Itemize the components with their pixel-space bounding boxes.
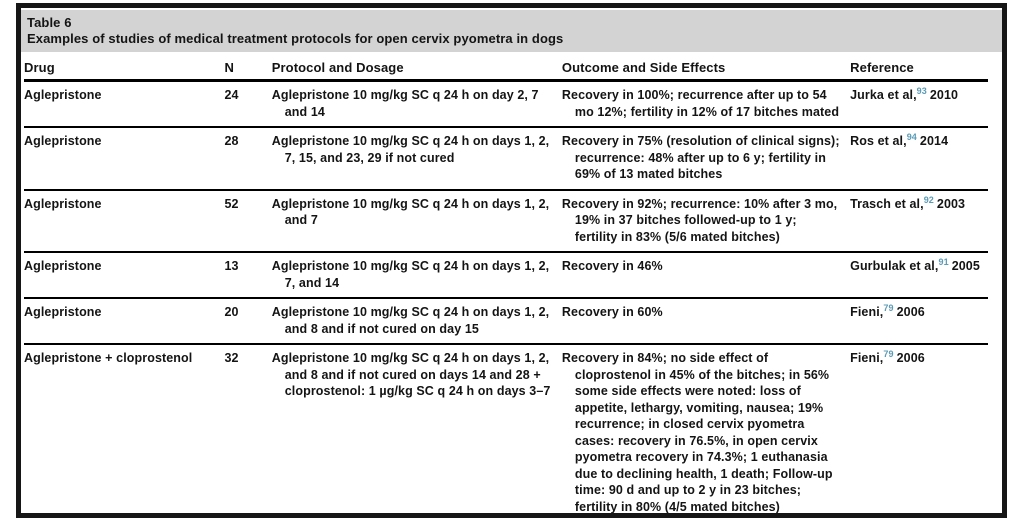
protocol-text: Aglepristone 10 mg/kg SC q 24 h on days … [271,196,550,228]
table-row: Aglepristone 13 Aglepristone 10 mg/kg SC… [24,252,988,299]
column-header-reference: Reference [850,53,988,82]
reference-authors: Ros et al, [850,134,907,148]
reference-year: 2014 [919,134,949,148]
table-row: Aglepristone 20 Aglepristone 10 mg/kg SC… [24,298,988,345]
cell-protocol: Aglepristone 10 mg/kg SC q 24 h on days … [271,252,562,299]
table-figure-frame: Table 6 Examples of studies of medical t… [16,3,1007,518]
table-wrap: Drug N Protocol and Dosage Outcome and S… [21,52,1002,513]
cell-outcome: Recovery in 75% (resolution of clinical … [561,127,851,191]
reference-authors: Trasch et al, [850,196,924,211]
outcome-text: Recovery in 92%; recurrence: 10% after 3… [561,196,838,244]
cell-reference: Ros et al,94 2014 [850,127,988,191]
column-header-protocol: Protocol and Dosage [271,53,562,82]
cell-protocol: Aglepristone 10 mg/kg SC q 24 h on days … [271,298,562,345]
cell-reference: Gurbulak et al,91 2005 [850,252,988,299]
cell-outcome: Recovery in 92%; recurrence: 10% after 3… [561,189,851,253]
column-header-outcome: Outcome and Side Effects [561,53,851,82]
cell-protocol: Aglepristone 10 mg/kg SC q 24 h on day 2… [271,80,562,128]
cell-outcome: Recovery in 46% [561,252,851,299]
cell-drug: Aglepristone [24,189,225,253]
cell-drug: Aglepristone [24,298,225,345]
cell-outcome: Recovery in 60% [561,298,851,345]
reference-authors: Gurbulak et al, [850,259,939,273]
reference-year: 2010 [929,88,959,102]
reference-year: 2005 [951,259,980,273]
cell-drug: Aglepristone [24,252,225,299]
table-header: Drug N Protocol and Dosage Outcome and S… [24,53,988,82]
cell-reference: Fieni,79 2006 [850,298,988,345]
reference-authors: Jurka et al, [850,88,917,102]
cell-n: 20 [224,298,272,345]
reference-year: 2006 [896,305,925,319]
reference-citation-number: 92 [923,194,934,205]
outcome-text: Recovery in 75% (resolution of clinical … [561,134,840,181]
cell-n: 32 [224,344,272,513]
cell-reference: Fieni,79 2006 [850,344,988,513]
table-label: Table 6 [27,15,72,30]
table-title-band: Table 6 Examples of studies of medical t… [21,10,1002,52]
study-table: Drug N Protocol and Dosage Outcome and S… [24,53,988,513]
protocol-text: Aglepristone 10 mg/kg SC q 24 h on day 2… [271,88,539,119]
table-row: Aglepristone 24 Aglepristone 10 mg/kg SC… [24,80,988,128]
column-header-n: N [224,53,272,82]
outcome-text: Recovery in 100%; recurrence after up to… [561,88,840,119]
cell-n: 28 [224,127,272,191]
outcome-text: Recovery in 46% [561,259,663,273]
reference-citation-number: 91 [938,256,949,267]
reference-citation-number: 79 [883,302,894,313]
reference-citation-number: 79 [883,348,894,359]
reference-year: 2006 [896,351,925,365]
table-row: Aglepristone 28 Aglepristone 10 mg/kg SC… [24,127,988,191]
column-header-drug: Drug [24,53,225,82]
outcome-text: Recovery in 60% [561,305,663,319]
cell-drug: Aglepristone + cloprostenol [24,344,225,513]
protocol-text: Aglepristone 10 mg/kg SC q 24 h on days … [271,259,550,290]
table-caption: Examples of studies of medical treatment… [27,31,564,46]
cell-reference: Jurka et al,93 2010 [850,80,988,128]
cell-drug: Aglepristone [24,127,225,191]
table-row: Aglepristone + cloprostenol 32 Agleprist… [24,344,988,513]
cell-outcome: Recovery in 100%; recurrence after up to… [561,80,851,128]
cell-n: 52 [224,189,272,253]
outcome-text: Recovery in 84%; no side effect of clopr… [561,351,833,513]
cell-n: 13 [224,252,272,299]
cell-reference: Trasch et al,92 2003 [850,189,988,253]
protocol-text: Aglepristone 10 mg/kg SC q 24 h on days … [271,351,551,398]
cell-outcome: Recovery in 84%; no side effect of clopr… [561,344,851,513]
cell-n: 24 [224,80,272,128]
reference-year: 2003 [936,196,966,211]
cell-protocol: Aglepristone 10 mg/kg SC q 24 h on days … [271,344,562,513]
cell-drug: Aglepristone [24,80,225,128]
reference-citation-number: 93 [916,85,927,96]
reference-authors: Fieni, [850,305,884,319]
cell-protocol: Aglepristone 10 mg/kg SC q 24 h on days … [271,189,562,253]
table-body: Aglepristone 24 Aglepristone 10 mg/kg SC… [24,80,988,513]
protocol-text: Aglepristone 10 mg/kg SC q 24 h on days … [271,134,550,165]
header-row: Drug N Protocol and Dosage Outcome and S… [24,53,988,82]
protocol-text: Aglepristone 10 mg/kg SC q 24 h on days … [271,305,550,336]
table-row: Aglepristone 52 Aglepristone 10 mg/kg SC… [24,189,988,253]
reference-citation-number: 94 [906,131,917,142]
reference-authors: Fieni, [850,351,884,365]
cell-protocol: Aglepristone 10 mg/kg SC q 24 h on days … [271,127,562,191]
